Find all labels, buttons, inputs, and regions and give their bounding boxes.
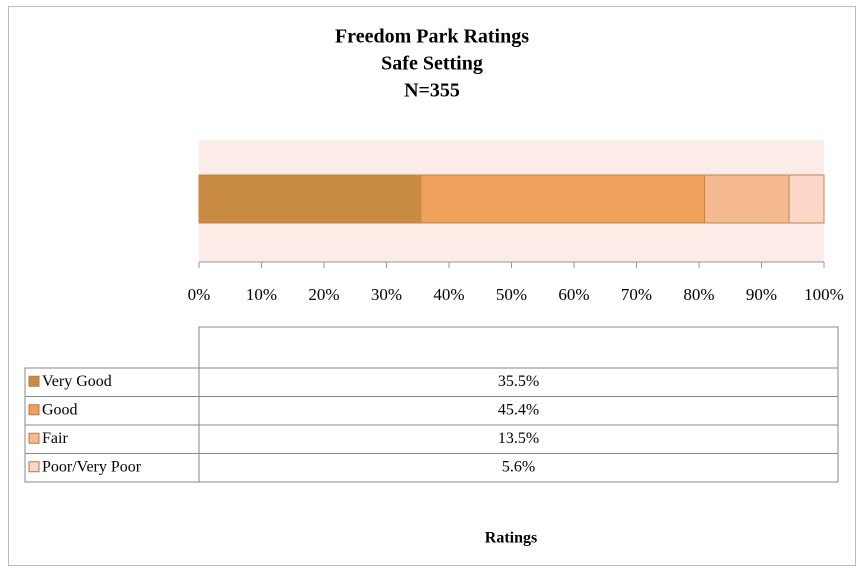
bar-segment [788,174,825,224]
x-tick-label: 60% [558,285,589,304]
x-tick-label: 80% [683,285,714,304]
bar-segment [198,174,422,224]
bar-segment [420,174,706,224]
data-label: 13.5% [498,430,539,447]
x-axis-title: Ratings [485,530,537,547]
data-label: 5.6% [502,458,535,475]
chart-title: Safe Setting [381,53,483,75]
legend-swatch [28,404,40,416]
legend-label: Fair [42,430,68,447]
data-label: 45.4% [498,401,539,418]
legend-label: Good [42,401,78,418]
data-label: 35.5% [498,373,539,390]
legend-swatch [28,461,40,473]
x-tick-label: 70% [621,285,652,304]
x-tick-label: 20% [308,285,339,304]
legend-label: Poor/Very Poor [42,458,142,475]
chart-frame [8,6,856,566]
bar-segment [704,174,790,224]
chart-title: Freedom Park Ratings [335,26,529,48]
x-tick-label: 30% [371,285,402,304]
legend-swatch [28,375,40,387]
legend-swatch [28,432,40,444]
legend-label: Very Good [42,373,112,390]
x-tick-label: 0% [188,285,211,304]
table-value-cell [198,453,839,483]
x-tick-label: 40% [433,285,464,304]
x-tick-label: 90% [746,285,777,304]
x-tick-label: 100% [804,285,844,304]
chart-title: N=355 [404,80,460,102]
x-tick-label: 50% [496,285,527,304]
x-tick-label: 10% [246,285,277,304]
